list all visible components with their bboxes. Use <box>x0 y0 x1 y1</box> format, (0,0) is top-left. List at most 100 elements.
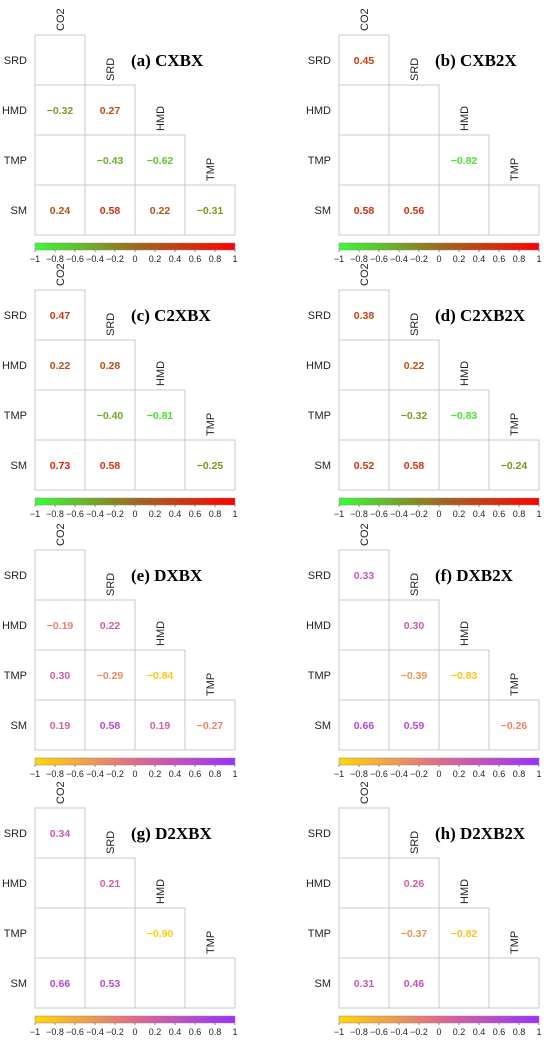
grid-cell <box>34 907 86 959</box>
panel-title: (a) CXBX <box>131 51 204 70</box>
row-label: SM <box>315 205 332 217</box>
value-label: −0.32 <box>401 410 428 422</box>
panel-8: SRD HMD TMP SM CO2 SRD HMD TMP 0.26 −0.37 −0.82 0.3… <box>306 781 542 1037</box>
colorbar <box>34 497 236 506</box>
colorbar-tick-label: 0.4 <box>473 1027 486 1037</box>
colorbar-tick-label: −0.8 <box>350 769 368 779</box>
value-label: 0.28 <box>100 360 121 372</box>
row-label: HMD <box>306 360 331 372</box>
colorbar-tick-label: −0.4 <box>86 1027 104 1037</box>
colorbar-tick-label: 0 <box>132 254 137 264</box>
colorbar-tick-label: −0.6 <box>370 509 388 519</box>
row-label: SRD <box>4 310 27 322</box>
column-label: HMD <box>459 879 471 904</box>
colorbar-tick-label: −0.4 <box>390 1027 408 1037</box>
colorbar-tick-label: −0.4 <box>86 254 104 264</box>
colorbar-tick-label: 0.6 <box>189 769 202 779</box>
value-label: 0.30 <box>50 670 71 682</box>
colorbar-tick-label: 0.2 <box>149 769 162 779</box>
value-label: −0.25 <box>197 460 224 472</box>
value-label: −0.24 <box>501 460 528 472</box>
panel-title: (g) D2XBX <box>131 824 212 843</box>
grid-cell <box>84 957 136 1009</box>
panel-title: (b) CXB2X <box>435 51 517 70</box>
grid-cell <box>134 389 186 441</box>
colorbar-tick-label: −0.6 <box>66 769 84 779</box>
grid-cell <box>34 134 86 186</box>
value-label: 0.33 <box>354 570 375 582</box>
colorbar-tick-label: 1 <box>232 1027 237 1037</box>
value-label: 0.22 <box>50 360 71 372</box>
value-label: −0.84 <box>147 670 174 682</box>
row-label: TMP <box>308 155 331 167</box>
row-label: SM <box>315 978 332 990</box>
panel-title: (f) DXB2X <box>435 566 514 585</box>
value-label: −0.82 <box>451 155 478 167</box>
value-label: 0.38 <box>354 310 375 322</box>
column-label: HMD <box>155 361 167 386</box>
colorbar-tick-label: 0.4 <box>169 509 182 519</box>
grid-cell <box>184 957 236 1009</box>
value-label: 0.26 <box>404 878 425 890</box>
column-label: CO2 <box>359 781 371 804</box>
grid-cell <box>338 289 390 341</box>
colorbar-tick-label: −0.4 <box>86 509 104 519</box>
colorbar-tick-label: 0.8 <box>209 509 222 519</box>
value-label: −0.43 <box>97 155 124 167</box>
column-label: TMP <box>205 931 217 954</box>
grid-cell <box>34 549 86 601</box>
colorbar-tick-label: 0.4 <box>473 769 486 779</box>
row-label: SRD <box>308 310 331 322</box>
grid-cell <box>338 84 390 136</box>
colorbar-tick-label: −1 <box>334 509 344 519</box>
value-label: 0.53 <box>100 978 121 990</box>
grid-cell <box>338 957 390 1009</box>
value-label: 0.59 <box>404 720 425 732</box>
colorbar-tick-label: −1 <box>334 254 344 264</box>
colorbar <box>338 242 540 251</box>
colorbar-tick-label: −0.4 <box>390 509 408 519</box>
value-label: 0.56 <box>404 205 425 217</box>
grid-cell <box>438 134 490 186</box>
grid-cell <box>34 439 86 491</box>
colorbar-tick-label: −0.8 <box>46 254 64 264</box>
column-label: TMP <box>205 158 217 181</box>
value-label: −0.26 <box>501 720 528 732</box>
grid-cell <box>84 907 136 959</box>
grid-cell <box>34 649 86 701</box>
value-label: 0.19 <box>50 720 71 732</box>
colorbar-tick-label: 0 <box>436 769 441 779</box>
column-label: TMP <box>509 673 521 696</box>
colorbar-tick-label: 0.6 <box>493 509 506 519</box>
value-label: −0.83 <box>451 670 478 682</box>
value-label: −0.19 <box>47 620 74 632</box>
colorbar-tick-label: 0.4 <box>473 509 486 519</box>
row-label: HMD <box>2 620 27 632</box>
grid-cell <box>388 699 440 751</box>
grid-cell <box>388 649 440 701</box>
colorbar-tick-label: −0.8 <box>350 254 368 264</box>
value-label: 0.46 <box>404 978 425 990</box>
colorbar-tick-label: −1 <box>334 1027 344 1037</box>
colorbar-tick-label: −0.8 <box>46 1027 64 1037</box>
grid-cell <box>84 439 136 491</box>
grid-cell <box>34 289 86 341</box>
grid-cell <box>388 957 440 1009</box>
column-label: SRD <box>409 831 421 854</box>
column-label: HMD <box>459 106 471 131</box>
row-label: HMD <box>306 878 331 890</box>
colorbar-tick-label: 1 <box>536 254 541 264</box>
grid-cell <box>84 339 136 391</box>
grid-cell <box>338 649 390 701</box>
grid-cell <box>388 184 440 236</box>
colorbar-tick-label: −0.8 <box>46 769 64 779</box>
value-label: 0.58 <box>100 205 121 217</box>
row-label: TMP <box>4 155 27 167</box>
colorbar-tick-label: 0.6 <box>493 769 506 779</box>
colorbar-tick-label: 1 <box>536 509 541 519</box>
row-label: HMD <box>2 878 27 890</box>
colorbar-tick-label: −0.2 <box>106 1027 124 1037</box>
colorbar-tick-label: 0 <box>132 1027 137 1037</box>
grid-cell <box>34 389 86 441</box>
value-label: 0.58 <box>404 460 425 472</box>
